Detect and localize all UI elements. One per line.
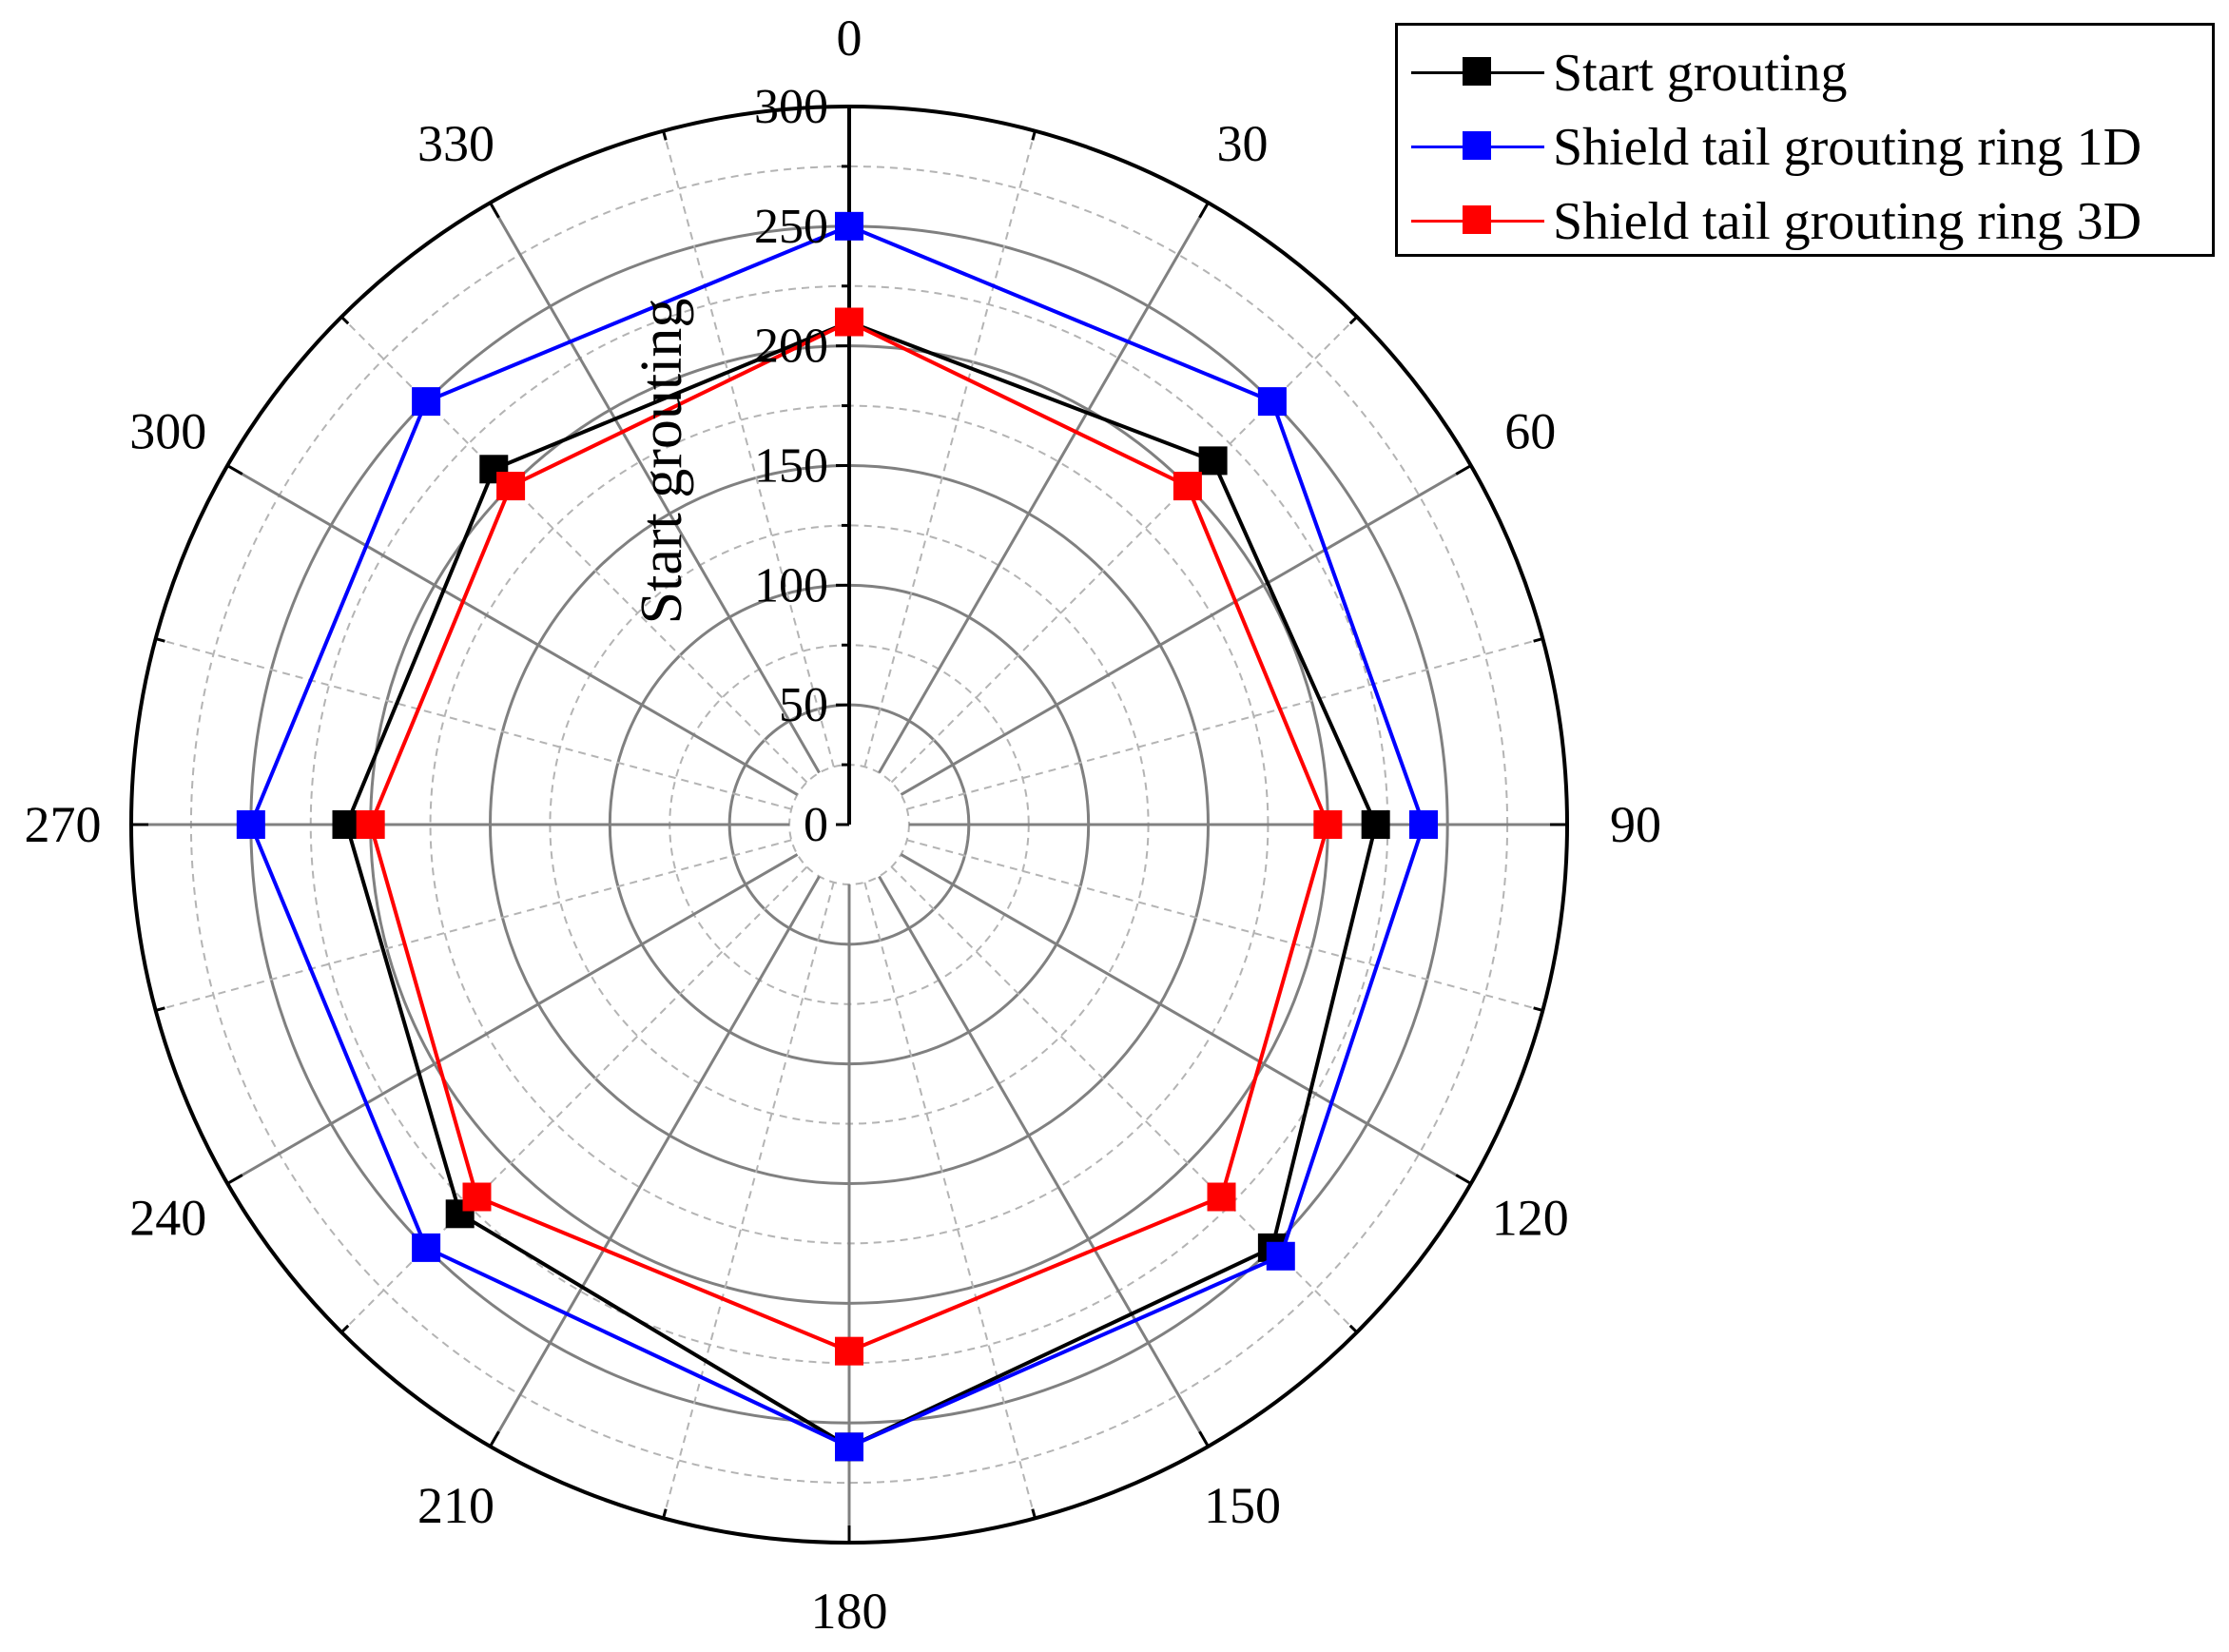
minor-spoke <box>662 882 835 1519</box>
boundary-tick <box>226 464 243 476</box>
minor-spoke <box>863 882 1037 1519</box>
boundary-tick <box>662 130 668 141</box>
angle-label-60: 60 <box>1504 403 1556 460</box>
legend: Start grouting Shield tail grouting ring… <box>1395 23 2215 257</box>
radial-tick-label: 300 <box>754 80 828 134</box>
boundary-tick <box>1533 1006 1543 1012</box>
boundary-tick <box>155 1006 165 1012</box>
legend-marker-1d <box>1463 131 1491 160</box>
minor-spoke <box>890 316 1358 784</box>
series-marker <box>332 810 361 839</box>
boundary-tick <box>1348 1324 1358 1333</box>
boundary-tick <box>1198 1430 1210 1448</box>
angle-label-180: 180 <box>811 1583 888 1640</box>
minor-spoke <box>340 316 808 784</box>
legend-marker-3d <box>1463 205 1491 234</box>
boundary-tick <box>662 1508 668 1519</box>
series-marker <box>1173 472 1202 501</box>
series-marker <box>1257 387 1287 417</box>
boundary-tick <box>340 1324 350 1333</box>
major-spoke <box>489 875 821 1448</box>
series-marker <box>356 810 385 839</box>
series-2 <box>356 307 1343 1366</box>
radial-tick-label: 100 <box>754 558 828 612</box>
series-marker <box>412 1233 441 1262</box>
series-layer <box>236 211 1438 1462</box>
major-spoke <box>878 875 1210 1448</box>
legend-item-ring-1d: Shield tail grouting ring 1D <box>1398 109 2212 184</box>
series-marker <box>462 1182 492 1212</box>
boundary-tick <box>489 202 500 219</box>
radial-axis-title: Start grouting <box>630 299 694 625</box>
angle-label-0: 0 <box>837 10 863 67</box>
series-marker <box>835 211 863 241</box>
boundary-tick <box>1198 202 1210 219</box>
legend-marker-start <box>1463 57 1491 86</box>
radial-tick-label: 200 <box>754 320 828 374</box>
minor-spoke <box>155 637 792 810</box>
radial-tick-label: 0 <box>804 798 828 852</box>
series-marker <box>412 387 441 417</box>
angle-label-300: 300 <box>129 403 206 460</box>
angle-label-90: 90 <box>1610 796 1661 853</box>
boundary-tick <box>1533 637 1543 643</box>
series-marker <box>1266 1241 1295 1271</box>
radial-tick-label: 50 <box>779 678 828 732</box>
angle-label-240: 240 <box>129 1190 206 1247</box>
major-spoke <box>900 853 1472 1185</box>
legend-label-1d: Shield tail grouting ring 1D <box>1553 118 2142 177</box>
boundary-tick <box>226 1174 243 1185</box>
angle-label-150: 150 <box>1204 1477 1281 1534</box>
series-marker <box>835 307 863 337</box>
boundary-tick <box>340 316 350 325</box>
minor-spoke <box>155 839 792 1012</box>
series-marker <box>236 810 265 839</box>
angle-label-120: 120 <box>1492 1190 1569 1247</box>
radial-tick-label: 150 <box>754 439 828 494</box>
angle-label-270: 270 <box>25 796 102 853</box>
boundary-tick <box>1455 1174 1472 1185</box>
series-marker <box>496 472 526 501</box>
boundary-tick <box>1348 316 1358 325</box>
series-marker <box>1207 1182 1236 1212</box>
minor-spoke <box>906 637 1543 810</box>
major-spoke <box>226 464 799 796</box>
series-marker <box>1361 810 1390 839</box>
boundary-tick <box>1455 464 1472 476</box>
minor-spoke <box>863 130 1037 768</box>
angle-label-210: 210 <box>417 1477 494 1534</box>
angle-label-30: 30 <box>1217 115 1269 172</box>
series-marker <box>1198 446 1228 476</box>
minor-spoke <box>662 130 835 768</box>
series-marker <box>835 1432 863 1462</box>
series-marker <box>835 1336 863 1366</box>
boundary-tick <box>1031 130 1037 141</box>
legend-label-3d: Shield tail grouting ring 3D <box>1553 192 2142 251</box>
series-marker <box>1409 810 1438 839</box>
legend-item-start-grouting: Start grouting <box>1398 35 2212 109</box>
major-spoke <box>900 464 1472 796</box>
angle-label-330: 330 <box>417 115 494 172</box>
minor-spoke <box>906 839 1543 1012</box>
major-spoke <box>226 853 799 1185</box>
boundary-tick <box>489 1430 500 1448</box>
radial-tick-label: 250 <box>754 200 828 254</box>
major-spoke <box>878 202 1210 774</box>
series-marker <box>1313 810 1343 839</box>
boundary-tick <box>155 637 165 643</box>
label-layer: 0 50 100 150 200 250 300 Start grouting 0 30 60 90 1… <box>25 10 1662 1640</box>
minor-spoke <box>340 865 808 1333</box>
legend-item-ring-3d: Shield tail grouting ring 3D <box>1398 184 2212 258</box>
series-0 <box>332 307 1390 1462</box>
major-spoke <box>489 202 821 774</box>
boundary-tick <box>1031 1508 1037 1519</box>
legend-label-start: Start grouting <box>1553 44 1848 103</box>
series-1 <box>236 211 1438 1462</box>
